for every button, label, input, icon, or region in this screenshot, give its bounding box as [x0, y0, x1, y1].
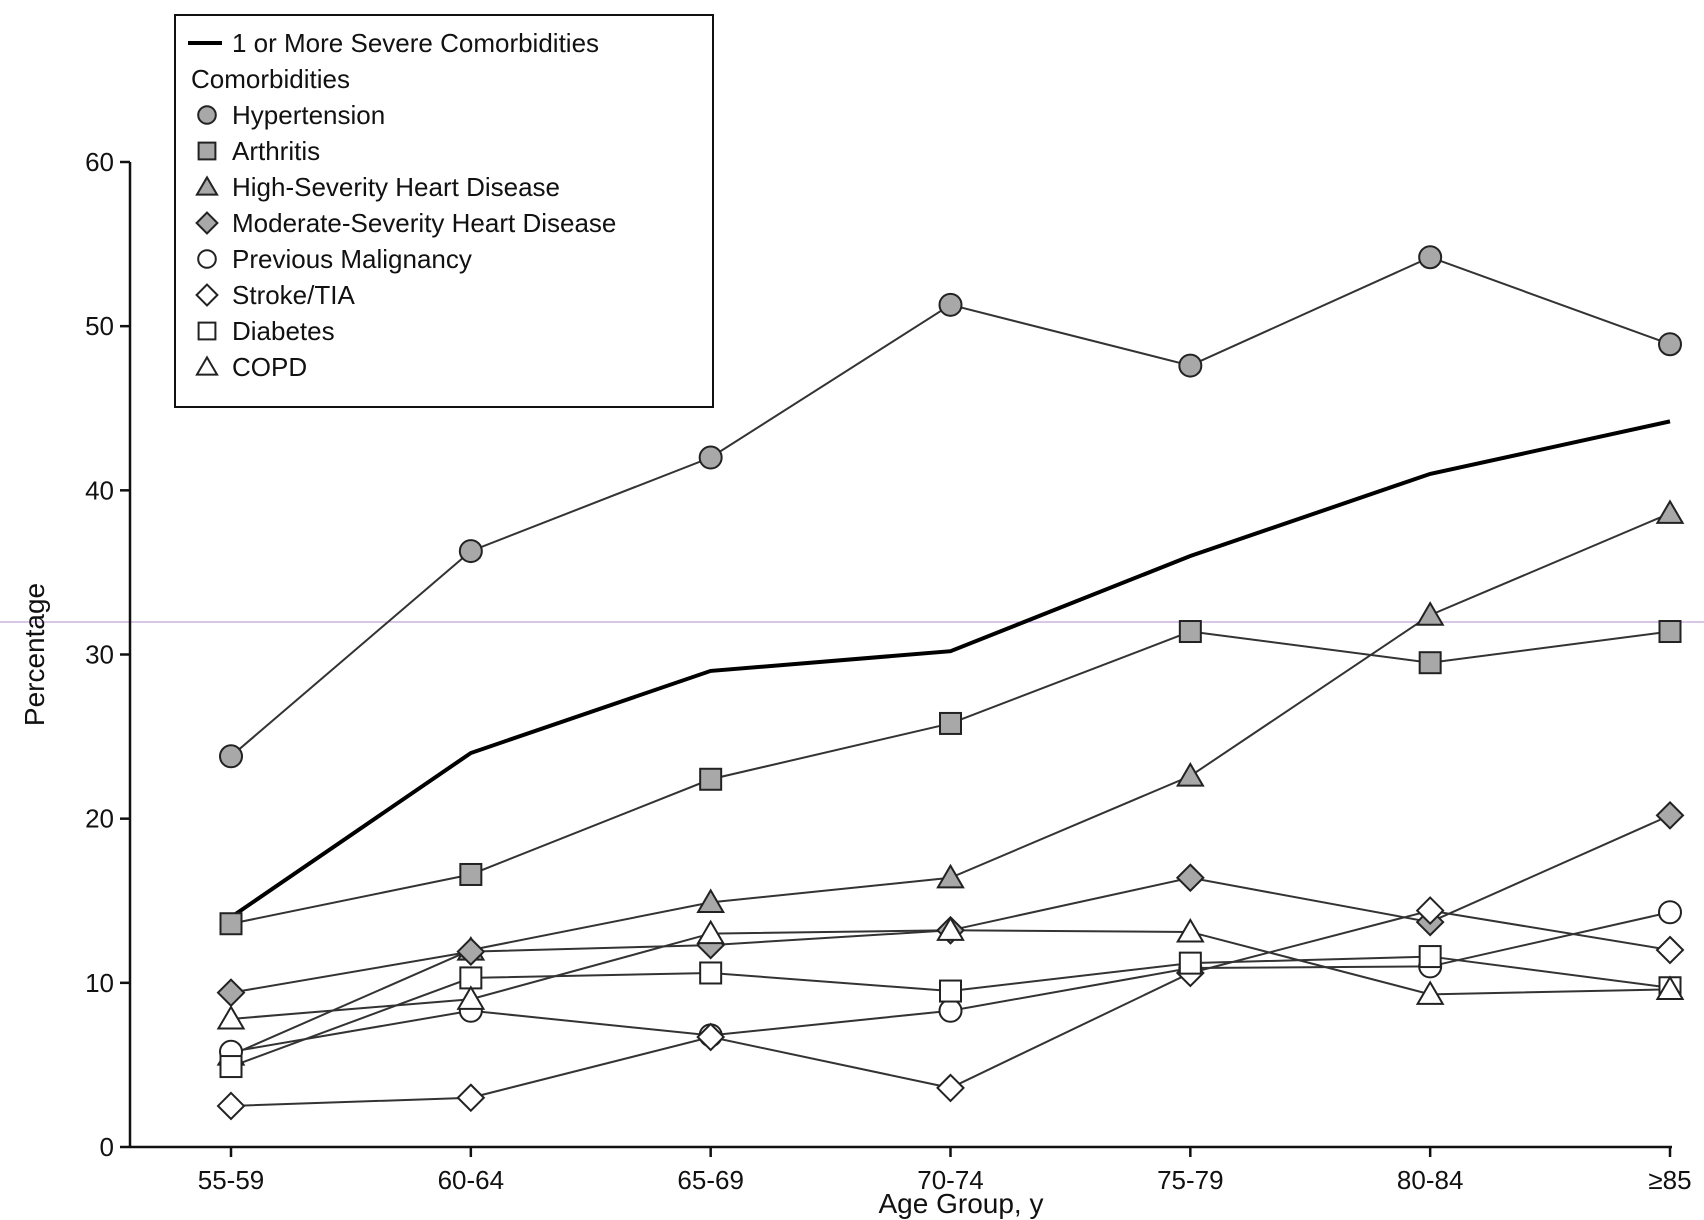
point-hypertension-55-59	[219, 744, 243, 769]
point-high-severity-heart-disease-70-74	[936, 863, 965, 889]
point-arthritis-60-64	[459, 862, 483, 886]
axes: 0 10 20 30 40 50 60 55-59 60-64 65-69 70-74 75-79 80…	[19, 147, 1692, 1219]
point-moderate-severity-heart-disease-55-59	[216, 978, 246, 1008]
point-copd-65-69	[696, 919, 726, 945]
y-tick-label: 10	[85, 968, 114, 998]
legend-label-high-severity-heart-disease: High-Severity Heart Disease	[232, 172, 560, 202]
point-arthritis-75-79	[1178, 620, 1202, 644]
point-high-severity-heart-disease-80-84	[1415, 601, 1445, 626]
point-diabetes-65-69	[699, 961, 723, 985]
legend-label-copd: COPD	[232, 352, 307, 382]
legend-box	[174, 14, 714, 408]
x-tick-label-55-59: 55-59	[198, 1165, 265, 1195]
legend-swatch-high-severity-heart-disease	[195, 175, 219, 196]
point-arthritis-65-69	[699, 767, 723, 791]
y-tick-label: 40	[85, 475, 114, 505]
x-axis-title: Age Group, y	[879, 1188, 1044, 1219]
y-tick-label: 30	[85, 640, 114, 670]
legend-swatch-previous-malignancy	[197, 249, 217, 269]
x-tick-label-80-84: 80-84	[1397, 1165, 1464, 1195]
point-stroke-tia-60-64	[456, 1083, 486, 1113]
point-copd-ge85	[1655, 975, 1685, 1000]
series-line-1-or-more-severe-comorbidities	[229, 419, 1671, 919]
series-line-high-severity-heart-disease	[230, 512, 1671, 1056]
legend-swatch-copd	[195, 355, 219, 376]
point-moderate-severity-heart-disease-60-64	[456, 937, 486, 967]
point-previous-malignancy-70-74	[938, 998, 963, 1023]
point-diabetes-70-74	[939, 979, 962, 1003]
legend-label-stroke-tia: Stroke/TIA	[232, 280, 355, 310]
legend: 1 or More Severe Comorbidities Comorbidit…	[174, 14, 714, 408]
point-hypertension-65-69	[698, 445, 723, 470]
point-previous-malignancy-ge85	[1658, 900, 1682, 925]
legend-label-diabetes: Diabetes	[232, 316, 335, 346]
legend-swatch-diabetes	[197, 321, 217, 341]
legend-swatch-stroke-tia	[195, 283, 219, 307]
y-tick-label: 50	[85, 311, 114, 341]
point-stroke-tia-70-74	[936, 1073, 965, 1103]
legend-swatch-arthritis	[197, 141, 217, 161]
y-tick-label: 20	[85, 804, 114, 834]
series-line-moderate-severity-heart-disease	[230, 814, 1671, 994]
x-tick-label-70-74: 70-74	[917, 1165, 984, 1195]
point-stroke-tia-65-69	[696, 1022, 726, 1052]
point-high-severity-heart-disease-75-79	[1175, 761, 1205, 787]
point-hypertension-70-74	[938, 292, 963, 317]
point-diabetes-80-84	[1418, 945, 1442, 969]
point-diabetes-60-64	[459, 966, 483, 990]
point-copd-70-74	[936, 916, 965, 941]
x-tick-label-60-64: 60-64	[438, 1165, 505, 1195]
point-copd-75-79	[1175, 917, 1205, 943]
x-tick-label-65-69: 65-69	[677, 1165, 744, 1195]
point-stroke-tia-55-59	[216, 1091, 246, 1121]
point-hypertension-80-84	[1418, 245, 1443, 270]
point-moderate-severity-heart-disease-75-79	[1175, 863, 1205, 893]
point-diabetes-55-59	[219, 1055, 243, 1079]
x-tick-label-75-79: 75-79	[1157, 1165, 1224, 1195]
point-copd-60-64	[456, 985, 486, 1010]
y-tick-label: 0	[100, 1132, 114, 1162]
point-hypertension-ge85	[1658, 332, 1682, 357]
point-diabetes-75-79	[1178, 951, 1202, 975]
point-high-severity-heart-disease-ge85	[1655, 499, 1685, 524]
point-hypertension-75-79	[1178, 353, 1203, 378]
point-arthritis-ge85	[1658, 620, 1682, 644]
point-stroke-tia-ge85	[1655, 935, 1685, 965]
legend-swatch-moderate-severity-heart-disease	[195, 211, 219, 235]
x-tick-label-ge85: ≥85	[1648, 1165, 1691, 1195]
legend-label-hypertension: Hypertension	[232, 100, 385, 130]
legend-label-arthritis: Arthritis	[232, 136, 320, 166]
point-arthritis-70-74	[939, 711, 962, 735]
point-copd-80-84	[1415, 980, 1445, 1005]
legend-label-moderate-severity-heart-disease: Moderate-Severity Heart Disease	[232, 208, 616, 238]
y-tick-label: 60	[85, 147, 114, 177]
legend-swatch-hypertension	[197, 105, 217, 125]
legend-label-1-or-more-severe-comorbidities: 1 or More Severe Comorbidities	[232, 28, 599, 58]
y-axis-title: Percentage	[19, 583, 50, 726]
point-high-severity-heart-disease-65-69	[696, 888, 726, 913]
point-arthritis-80-84	[1418, 651, 1442, 675]
legend-label-previous-malignancy: Previous Malignancy	[232, 244, 472, 274]
point-arthritis-55-59	[219, 912, 243, 936]
point-hypertension-60-64	[458, 539, 483, 564]
point-stroke-tia-80-84	[1415, 896, 1445, 926]
series-markers	[216, 245, 1685, 1121]
legend-subtitle: Comorbidities	[191, 64, 350, 94]
point-moderate-severity-heart-disease-ge85	[1655, 800, 1685, 830]
point-copd-55-59	[216, 1004, 246, 1030]
